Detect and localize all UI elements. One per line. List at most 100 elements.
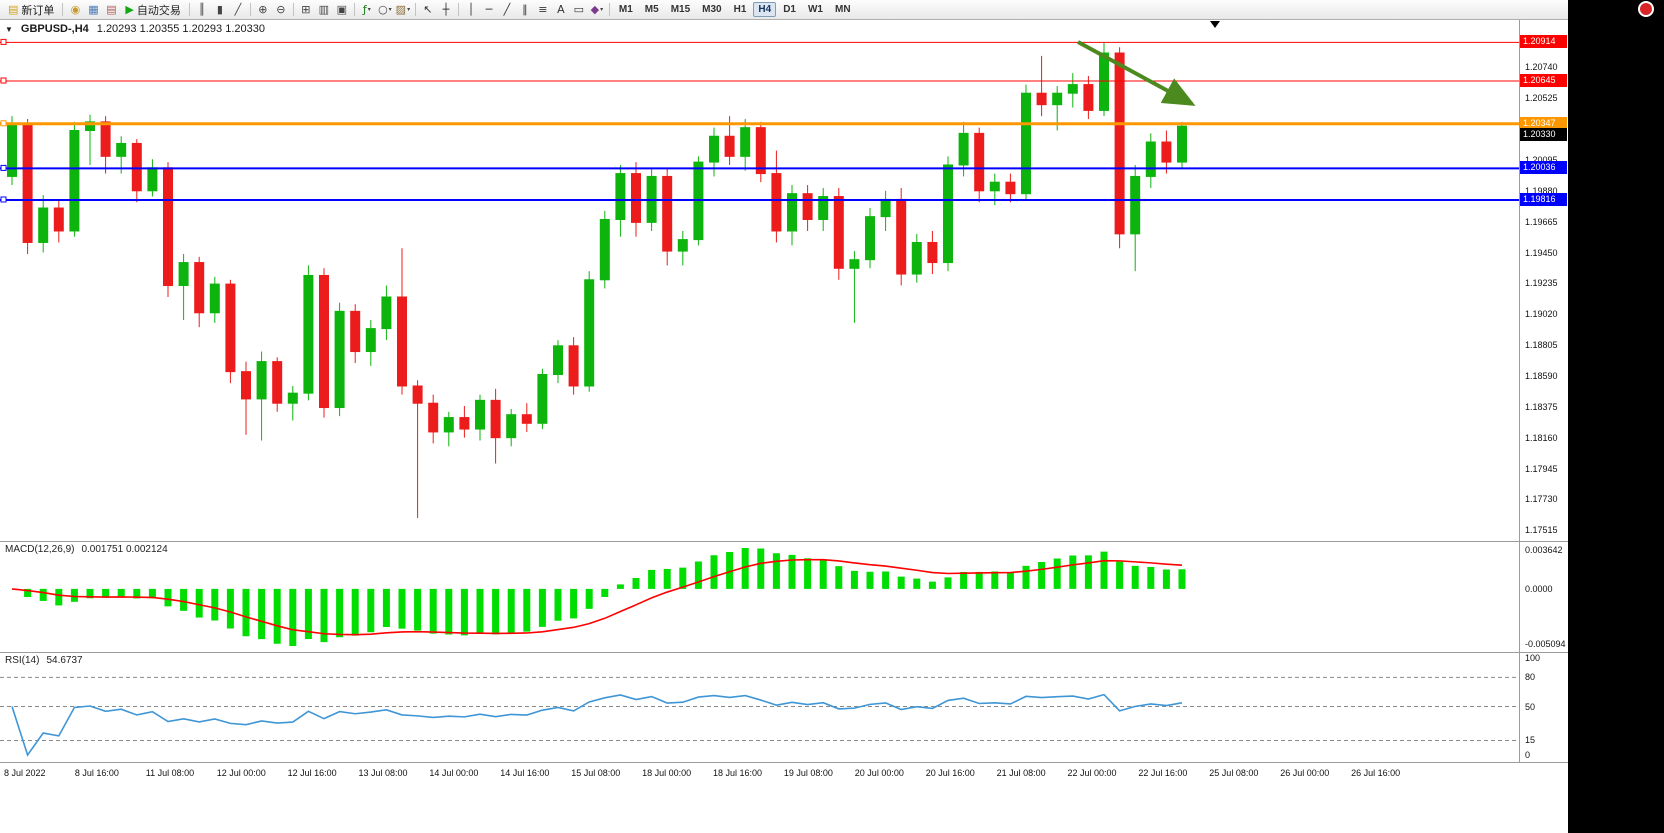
macd-axis-label: 0.003642 [1525,545,1563,555]
time-label: 26 Jul 16:00 [1351,768,1401,778]
timeframe-m30[interactable]: M30 [702,4,722,15]
new-chart-icon[interactable]: ▦ [84,2,102,18]
macd-axis[interactable]: 0.003642 0.0000 -0.005094 [1520,542,1568,652]
price-tick: 1.19880 [1525,185,1558,196]
time-label: 21 Jul 08:00 [996,768,1046,778]
time-label: 14 Jul 00:00 [429,768,479,778]
time-label: 12 Jul 16:00 [287,768,337,778]
indicators-icon: ƒ [362,3,367,16]
horizontal-line-icon[interactable]: ─ [480,2,498,18]
rsi-axis-label: 80 [1525,672,1536,683]
macd-axis-label: -0.005094 [1525,639,1566,649]
text-icon: A [557,3,565,16]
timeframe-m15[interactable]: M15 [670,4,691,15]
templates-icon[interactable]: ▨ ▾ [394,2,412,18]
time-label: 22 Jul 16:00 [1138,768,1188,778]
rsi-name: RSI(14) [5,655,40,666]
rsi-canvas[interactable] [0,653,1519,762]
tile-windows-icon[interactable]: ⊞ [297,2,315,18]
zoom-in-icon[interactable]: ⊕ [254,2,272,18]
price-tick: 1.19020 [1525,309,1558,320]
time-label: 18 Jul 16:00 [713,768,763,778]
text-icon[interactable]: A [552,2,570,18]
rsi-line [11,693,1183,757]
cursor-icon: ↖ [423,3,433,16]
rsi-axis[interactable]: 100 80 50 15 0 [1520,653,1568,762]
timeframe-m5[interactable]: M5 [644,4,659,15]
timeframe-d1[interactable]: D1 [783,4,796,15]
panel-separator[interactable] [0,541,1568,542]
arrows-icon[interactable]: ◆ ▾ [588,2,606,18]
crosshair-icon[interactable]: ┼ [437,2,455,18]
zoom-out-icon: ⊖ [276,3,286,16]
price-tick: 1.18375 [1525,401,1558,412]
autotrading-button[interactable]: ▶ 自动交易 [120,2,185,18]
arrange-windows-icon: ▣ [336,3,348,16]
trend-arrow-object[interactable] [1077,40,1196,106]
autotrading-icon: ▶ [125,3,134,16]
vertical-line-icon[interactable]: │ [462,2,480,18]
price-line-tag: 1.19816 [1520,192,1567,206]
time-axis[interactable]: 8 Jul 2022 8 Jul 16:00 11 Jul 08:00 12 Jul … [0,763,1568,783]
candles-layer [7,42,1187,519]
zoom-out-icon[interactable]: ⊖ [272,2,290,18]
dropdown-arrow-icon[interactable]: ▾ [367,6,371,13]
time-label: 13 Jul 08:00 [358,768,408,778]
macd-values: 0.001751 0.002124 [81,544,168,555]
arrange-windows-icon[interactable]: ▣ [333,2,351,18]
cascade-windows-icon[interactable]: ▥ [315,2,333,18]
dropdown-arrow-icon[interactable]: ▾ [407,6,411,13]
horizontal-line-objects [0,38,1519,203]
time-label: 26 Jul 00:00 [1280,768,1330,778]
price-line-tag: 1.20347 [1520,116,1567,130]
notification-badge[interactable] [1638,1,1654,17]
rsi-axis-label: 50 [1525,701,1536,712]
candlestick-chart-icon[interactable]: ▮ [211,2,229,18]
timeframe-mn[interactable]: MN [834,4,851,15]
panel-separator[interactable] [0,652,1568,653]
time-label: 8 Jul 2022 [4,768,46,778]
toolbar-separator [188,3,190,16]
bar-chart-icon[interactable]: ║ [193,2,211,18]
screen-right-margin [1568,0,1664,833]
dropdown-arrow-icon[interactable]: ▾ [388,6,392,13]
trendline-icon[interactable]: ╱ [498,2,516,18]
indicators-icon[interactable]: ƒ ▾ [358,2,376,18]
macd-panel[interactable]: MACD(12,26,9) 0.001751 0.002124 [0,542,1519,652]
fibonacci-icon[interactable]: ≡ [534,2,552,18]
timeframe-w1[interactable]: W1 [807,4,823,15]
horizontal-line-icon: ─ [485,3,493,16]
chart-shift-marker[interactable] [1210,21,1220,28]
macd-signal-line [11,558,1183,636]
rsi-panel[interactable]: RSI(14) 54.6737 [0,653,1519,762]
label-icon[interactable]: ▭ [570,2,588,18]
price-tick: 1.20740 [1525,62,1558,73]
price-line-tag: 1.20645 [1520,73,1567,87]
line-chart-icon[interactable]: ╱ [229,2,247,18]
macd-canvas[interactable] [0,542,1519,652]
candlestick-canvas[interactable] [0,20,1519,541]
price-tick: 1.18160 [1525,432,1558,443]
price-chart-panel[interactable]: ▼ GBPUSD-,H4 1.20293 1.20355 1.20293 1.2… [0,20,1519,541]
zoom-in-icon: ⊕ [258,3,268,16]
new-order-button[interactable]: ▤ 新订单 [3,2,59,18]
cursor-icon[interactable]: ↖ [419,2,437,18]
periods-icon[interactable]: ○ ▾ [376,2,394,18]
autotrading-button-label: 自动交易 [136,4,181,17]
profiles-icon[interactable]: ▤ [102,2,120,18]
timeframe-m1[interactable]: M1 [618,4,633,15]
price-line-tag: 1.20036 [1520,161,1567,175]
alerts-icon[interactable]: ◉ [66,2,84,18]
fibonacci-icon: ≡ [538,3,548,16]
dropdown-arrow-icon[interactable]: ▾ [600,6,604,13]
timeframe-h1[interactable]: H1 [733,4,747,15]
price-tick: 1.19450 [1525,247,1558,258]
price-axis[interactable]: 1.207401.205251.203101.200951.198801.196… [1520,20,1568,541]
price-tick: 1.20095 [1525,154,1558,165]
price-scale-separator [1519,20,1520,762]
periods-icon: ○ [378,3,388,16]
equidistant-channel-icon[interactable]: ∥ [516,2,534,18]
one-click-trading-toggle[interactable]: ▼ [5,24,13,34]
new-chart-icon: ▦ [88,3,99,16]
timeframe-h4[interactable]: H4 [753,2,777,17]
